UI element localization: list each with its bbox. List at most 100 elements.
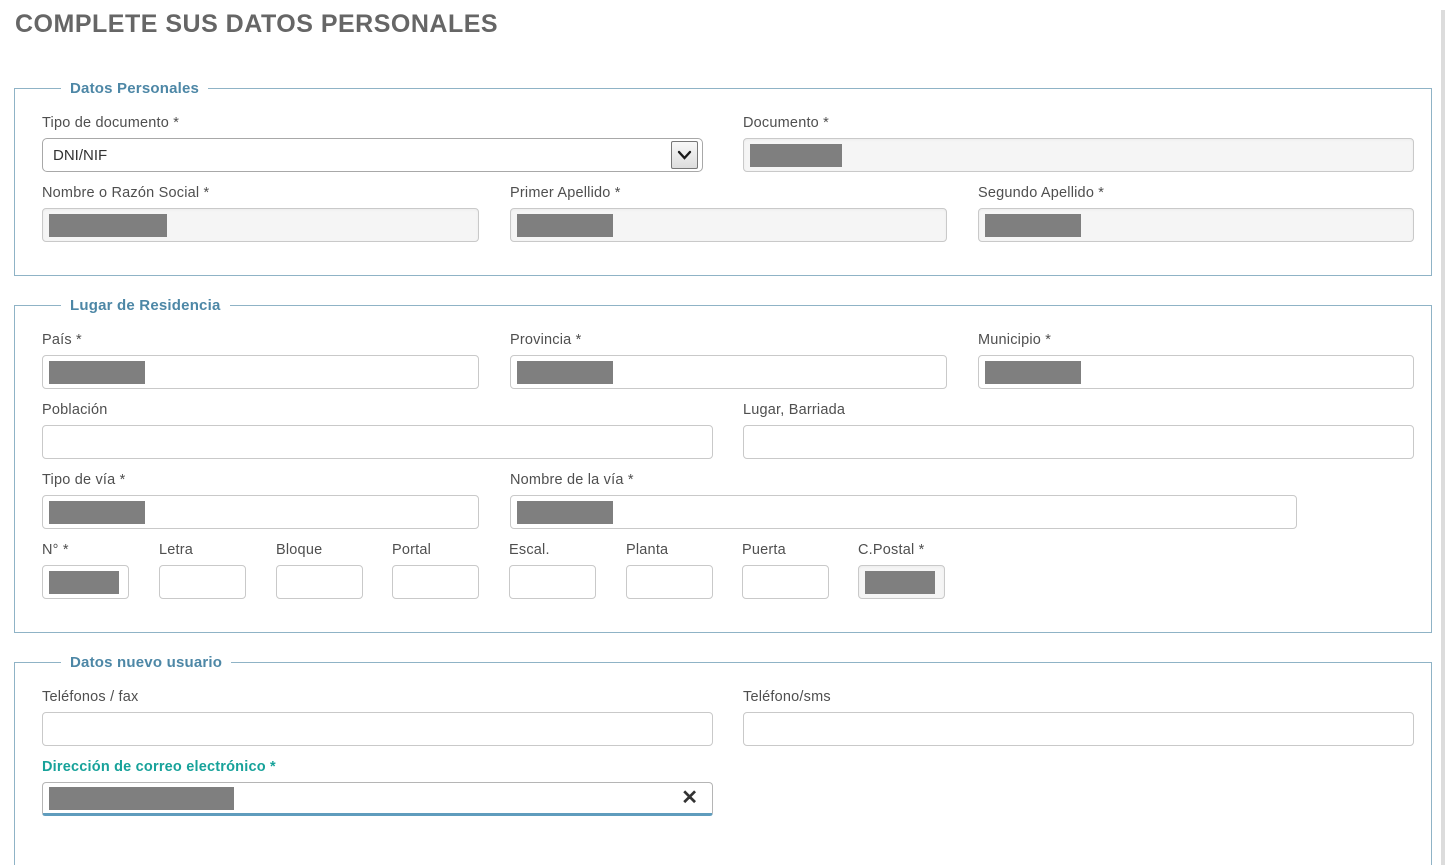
nombre-razon-social-redacted-value (49, 213, 167, 237)
field-tipo-via: Tipo de vía * (42, 472, 479, 529)
email-label: Dirección de correo electrónico * (42, 759, 276, 775)
telefonos-fax-label: Teléfonos / fax (42, 689, 139, 705)
field-escalera: Escal. (509, 542, 596, 599)
bloque-label: Bloque (276, 542, 323, 558)
field-municipio: Municipio * (978, 332, 1414, 389)
field-nombre-razon-social: Nombre o Razón Social * (42, 185, 479, 242)
personal-data-form-page: COMPLETE SUS DATOS PERSONALES Datos Pers… (0, 10, 1445, 865)
numero-redacted-value (49, 570, 119, 594)
codigo-postal-label: C.Postal * (858, 542, 925, 558)
field-tipo-documento: Tipo de documento * DNI/NIF (42, 115, 703, 172)
lugar-barriada-input[interactable] (743, 425, 1414, 459)
field-telefonos-fax: Teléfonos / fax (42, 689, 713, 746)
field-lugar-barriada: Lugar, Barriada (743, 402, 1414, 459)
numero-input[interactable] (42, 565, 129, 599)
primer-apellido-label: Primer Apellido * (510, 185, 621, 201)
nombre-via-input[interactable] (510, 495, 1297, 529)
section-legend-datos-nuevo-usuario: Datos nuevo usuario (70, 654, 223, 671)
field-portal: Portal (392, 542, 479, 599)
row-email: Dirección de correo electrónico * ✕ (42, 759, 1414, 816)
tipo-via-redacted-value (49, 500, 145, 524)
field-telefono-sms: Teléfono/sms (743, 689, 1414, 746)
primer-apellido-input[interactable] (510, 208, 947, 242)
tipo-documento-selected-value: DNI/NIF (53, 146, 108, 164)
field-letra: Letra (159, 542, 246, 599)
field-planta: Planta (626, 542, 713, 599)
provincia-input[interactable] (510, 355, 947, 389)
provincia-redacted-value (517, 360, 613, 384)
field-segundo-apellido: Segundo Apellido * (978, 185, 1414, 242)
puerta-label: Puerta (742, 542, 786, 558)
tipo-via-label: Tipo de vía * (42, 472, 126, 488)
row-numero-detalle: N° * Letra Bloque Portal Escal. (42, 542, 1414, 599)
puerta-input[interactable] (742, 565, 829, 599)
section-legend-lugar-residencia: Lugar de Residencia (70, 297, 221, 314)
primer-apellido-redacted-value (517, 213, 613, 237)
email-redacted-value (49, 786, 234, 810)
field-pais: País * (42, 332, 479, 389)
telefono-sms-label: Teléfono/sms (743, 689, 831, 705)
nombre-razon-social-input[interactable] (42, 208, 479, 242)
provincia-label: Provincia * (510, 332, 582, 348)
clear-icon[interactable]: ✕ (681, 787, 698, 809)
municipio-redacted-value (985, 360, 1081, 384)
nombre-razon-social-label: Nombre o Razón Social * (42, 185, 210, 201)
tipo-documento-label: Tipo de documento * (42, 115, 180, 131)
field-documento: Documento * (743, 115, 1414, 172)
letra-label: Letra (159, 542, 194, 558)
field-primer-apellido: Primer Apellido * (510, 185, 947, 242)
tipo-documento-select[interactable]: DNI/NIF (42, 138, 703, 172)
pais-redacted-value (49, 360, 145, 384)
section-legend-datos-personales: Datos Personales (70, 80, 200, 97)
escalera-input[interactable] (509, 565, 596, 599)
field-puerta: Puerta (742, 542, 829, 599)
tipo-via-input[interactable] (42, 495, 479, 529)
pais-label: País * (42, 332, 82, 348)
row-documento: Tipo de documento * DNI/NIF Documento * (42, 115, 1414, 172)
bloque-input[interactable] (276, 565, 363, 599)
codigo-postal-redacted-value (865, 570, 935, 594)
section-datos-personales: Datos Personales Tipo de documento * DNI… (14, 80, 1432, 276)
field-bloque: Bloque (276, 542, 363, 599)
pais-input[interactable] (42, 355, 479, 389)
planta-input[interactable] (626, 565, 713, 599)
lugar-barriada-label: Lugar, Barriada (743, 402, 846, 418)
escalera-label: Escal. (509, 542, 550, 558)
portal-label: Portal (392, 542, 432, 558)
chevron-down-icon[interactable] (671, 141, 698, 169)
scrollbar[interactable] (1441, 10, 1445, 865)
poblacion-label: Población (42, 402, 108, 418)
poblacion-input[interactable] (42, 425, 713, 459)
field-nombre-via: Nombre de la vía * (510, 472, 1297, 529)
section-datos-nuevo-usuario: Datos nuevo usuario Teléfonos / fax Telé… (14, 654, 1432, 865)
row-nombre-apellidos: Nombre o Razón Social * Primer Apellido … (42, 185, 1414, 242)
field-provincia: Provincia * (510, 332, 947, 389)
segundo-apellido-label: Segundo Apellido * (978, 185, 1105, 201)
email-input[interactable]: ✕ (42, 782, 713, 816)
field-numero: N° * (42, 542, 129, 599)
field-codigo-postal: C.Postal * (858, 542, 945, 599)
municipio-label: Municipio * (978, 332, 1052, 348)
planta-label: Planta (626, 542, 669, 558)
telefonos-fax-input[interactable] (42, 712, 713, 746)
letra-input[interactable] (159, 565, 246, 599)
municipio-input[interactable] (978, 355, 1414, 389)
row-pais-provincia-municipio: País * Provincia * Municipio * (42, 332, 1414, 389)
row-via: Tipo de vía * Nombre de la vía * (42, 472, 1414, 529)
numero-label: N° * (42, 542, 69, 558)
segundo-apellido-input[interactable] (978, 208, 1414, 242)
section-lugar-residencia: Lugar de Residencia País * Provincia * M… (14, 297, 1432, 633)
row-telefonos: Teléfonos / fax Teléfono/sms (42, 689, 1414, 746)
field-poblacion: Población (42, 402, 713, 459)
field-email: Dirección de correo electrónico * ✕ (42, 759, 713, 816)
telefono-sms-input[interactable] (743, 712, 1414, 746)
nombre-via-redacted-value (517, 500, 613, 524)
page-title: COMPLETE SUS DATOS PERSONALES (15, 10, 499, 38)
documento-redacted-value (750, 143, 842, 167)
portal-input[interactable] (392, 565, 479, 599)
documento-label: Documento * (743, 115, 830, 131)
codigo-postal-input[interactable] (858, 565, 945, 599)
nombre-via-label: Nombre de la vía * (510, 472, 634, 488)
documento-input[interactable] (743, 138, 1414, 172)
row-poblacion-barriada: Población Lugar, Barriada (42, 402, 1414, 459)
